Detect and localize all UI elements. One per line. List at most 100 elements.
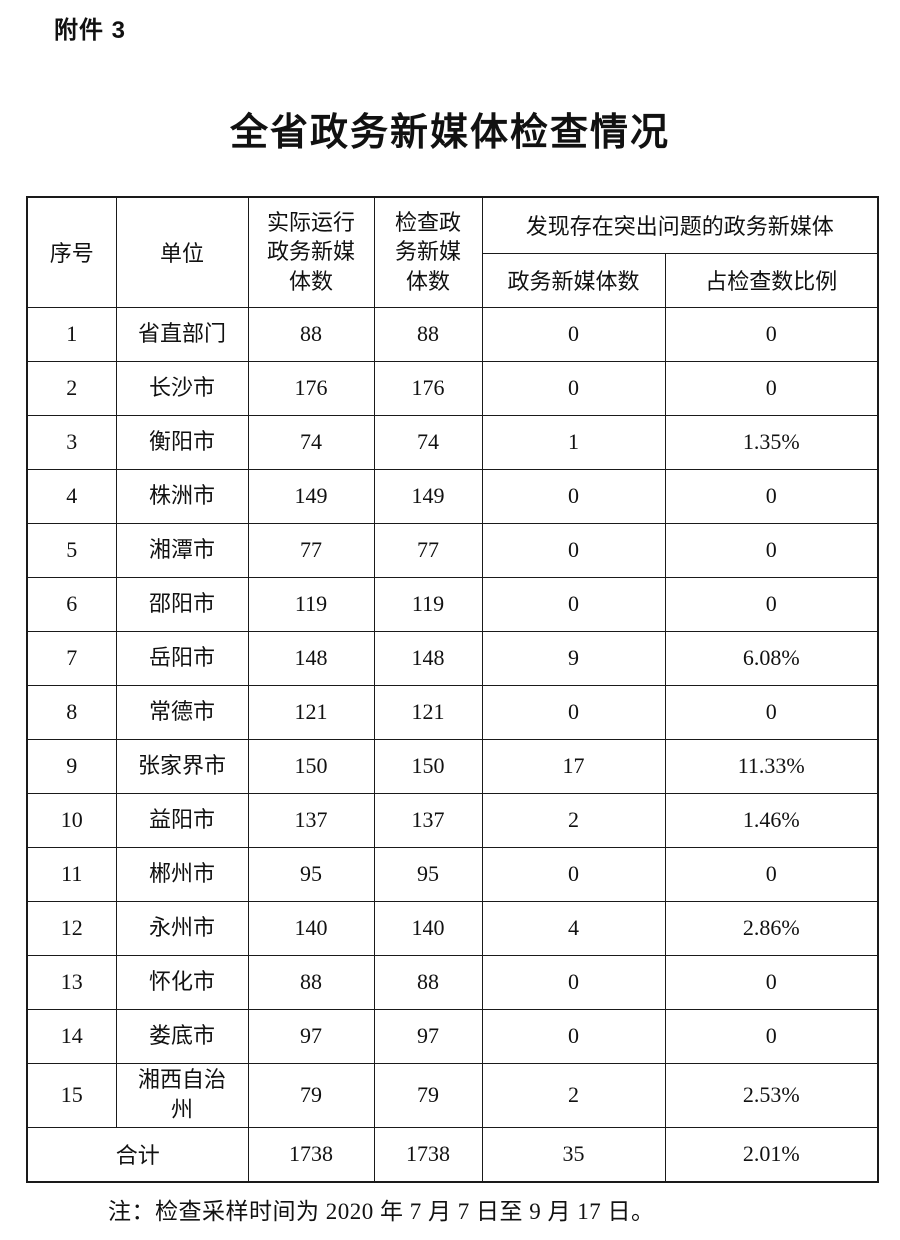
cell-no: 4 xyxy=(26,468,117,524)
cell-no: 6 xyxy=(26,576,117,632)
cell-problems: 0 xyxy=(481,306,666,362)
header-problem-count: 政务新媒体数 xyxy=(481,252,666,308)
cell-inspected: 95 xyxy=(373,846,483,902)
cell-inspected: 150 xyxy=(373,738,483,794)
cell-no: 11 xyxy=(26,846,117,902)
table-row: 3 衡阳市 74 74 1 1.35% xyxy=(26,414,879,470)
table-row: 10 益阳市 137 137 2 1.46% xyxy=(26,792,879,848)
cell-no: 14 xyxy=(26,1008,117,1064)
cell-no: 10 xyxy=(26,792,117,848)
cell-ratio: 11.33% xyxy=(664,738,879,794)
cell-ratio: 2.53% xyxy=(664,1062,879,1128)
cell-ratio: 1.46% xyxy=(664,792,879,848)
cell-unit: 永州市 xyxy=(115,900,249,956)
cell-actual: 79 xyxy=(247,1062,375,1128)
cell-unit: 娄底市 xyxy=(115,1008,249,1064)
cell-actual: 97 xyxy=(247,1008,375,1064)
cell-actual: 137 xyxy=(247,792,375,848)
cell-inspected: 119 xyxy=(373,576,483,632)
cell-ratio: 2.86% xyxy=(664,900,879,956)
table-row: 5 湘潭市 77 77 0 0 xyxy=(26,522,879,578)
cell-actual: 74 xyxy=(247,414,375,470)
table-row: 2 长沙市 176 176 0 0 xyxy=(26,360,879,416)
page-title: 全省政务新媒体检查情况 xyxy=(229,112,670,155)
cell-ratio: 0 xyxy=(664,576,879,632)
cell-problems: 0 xyxy=(481,1008,666,1064)
cell-inspected: 137 xyxy=(373,792,483,848)
cell-unit: 郴州市 xyxy=(115,846,249,902)
cell-unit: 省直部门 xyxy=(115,306,249,362)
cell-problems: 1 xyxy=(481,414,666,470)
cell-no: 9 xyxy=(26,738,117,794)
cell-actual: 150 xyxy=(247,738,375,794)
cell-problems: 2 xyxy=(481,1062,666,1128)
cell-no: 3 xyxy=(26,414,117,470)
cell-problems: 0 xyxy=(481,576,666,632)
cell-no: 12 xyxy=(26,900,117,956)
table-row: 14 娄底市 97 97 0 0 xyxy=(26,1008,879,1064)
header-actual-count: 实际运行 政务新媒 体数 xyxy=(247,196,375,308)
cell-unit: 岳阳市 xyxy=(115,630,249,686)
footnote: 注：检查采样时间为 2020 年 7 月 7 日至 9 月 17 日。 xyxy=(108,1199,655,1224)
cell-inspected: 97 xyxy=(373,1008,483,1064)
cell-total-problems: 35 xyxy=(481,1126,666,1183)
cell-unit: 湘潭市 xyxy=(115,522,249,578)
cell-no: 15 xyxy=(26,1062,117,1128)
cell-inspected: 74 xyxy=(373,414,483,470)
cell-actual: 88 xyxy=(247,306,375,362)
header-row-sub: 政务新媒体数 占检查数比例 xyxy=(27,252,879,308)
cell-ratio: 0 xyxy=(664,360,879,416)
cell-problems: 0 xyxy=(481,684,666,740)
cell-inspected: 88 xyxy=(373,306,483,362)
cell-no: 8 xyxy=(26,684,117,740)
cell-total-actual: 1738 xyxy=(247,1126,375,1183)
cell-total-label: 合计 xyxy=(26,1126,249,1183)
table-row: 6 邵阳市 119 119 0 0 xyxy=(26,576,879,632)
cell-ratio: 0 xyxy=(664,522,879,578)
cell-no: 13 xyxy=(26,954,117,1010)
cell-total-inspected: 1738 xyxy=(373,1126,483,1183)
cell-inspected: 88 xyxy=(373,954,483,1010)
cell-no: 1 xyxy=(26,306,117,362)
cell-actual: 140 xyxy=(247,900,375,956)
cell-ratio: 0 xyxy=(664,468,879,524)
cell-unit: 株洲市 xyxy=(115,468,249,524)
cell-actual: 95 xyxy=(247,846,375,902)
header-inspected-count: 检查政 务新媒 体数 xyxy=(373,196,483,308)
cell-unit: 邵阳市 xyxy=(115,576,249,632)
table-row: 4 株洲市 149 149 0 0 xyxy=(26,468,879,524)
cell-inspected: 176 xyxy=(373,360,483,416)
header-problem-ratio: 占检查数比例 xyxy=(664,252,879,308)
cell-problems: 0 xyxy=(481,522,666,578)
table-total-row: 合计 1738 1738 35 2.01% xyxy=(26,1126,879,1183)
cell-actual: 121 xyxy=(247,684,375,740)
cell-unit: 张家界市 xyxy=(115,738,249,794)
table-row: 1 省直部门 88 88 0 0 xyxy=(26,306,879,362)
cell-ratio: 6.08% xyxy=(664,630,879,686)
cell-unit: 衡阳市 xyxy=(115,414,249,470)
cell-unit: 益阳市 xyxy=(115,792,249,848)
cell-ratio: 0 xyxy=(664,684,879,740)
table-row: 8 常德市 121 121 0 0 xyxy=(26,684,879,740)
cell-problems: 0 xyxy=(481,846,666,902)
cell-problems: 9 xyxy=(481,630,666,686)
table-body: 1 省直部门 88 88 0 0 2 长沙市 176 176 0 0 3 衡阳市… xyxy=(26,306,879,1183)
cell-problems: 17 xyxy=(481,738,666,794)
header-unit: 单位 xyxy=(115,196,249,308)
cell-no: 5 xyxy=(26,522,117,578)
table-row: 13 怀化市 88 88 0 0 xyxy=(26,954,879,1010)
table-row: 15 湘西自治 州 79 79 2 2.53% xyxy=(26,1062,879,1128)
cell-ratio: 0 xyxy=(664,846,879,902)
cell-unit: 常德市 xyxy=(115,684,249,740)
cell-problems: 0 xyxy=(481,954,666,1010)
cell-problems: 4 xyxy=(481,900,666,956)
cell-unit: 长沙市 xyxy=(115,360,249,416)
header-index: 序号 xyxy=(26,196,117,308)
cell-inspected: 79 xyxy=(373,1062,483,1128)
cell-inspected: 140 xyxy=(373,900,483,956)
header-row-top: 序号 单位 实际运行 政务新媒 体数 检查政 务新媒 体数 发现存在突出问题的政… xyxy=(26,196,879,308)
cell-actual: 88 xyxy=(247,954,375,1010)
cell-problems: 0 xyxy=(481,468,666,524)
cell-ratio: 0 xyxy=(664,1008,879,1064)
cell-inspected: 148 xyxy=(373,630,483,686)
